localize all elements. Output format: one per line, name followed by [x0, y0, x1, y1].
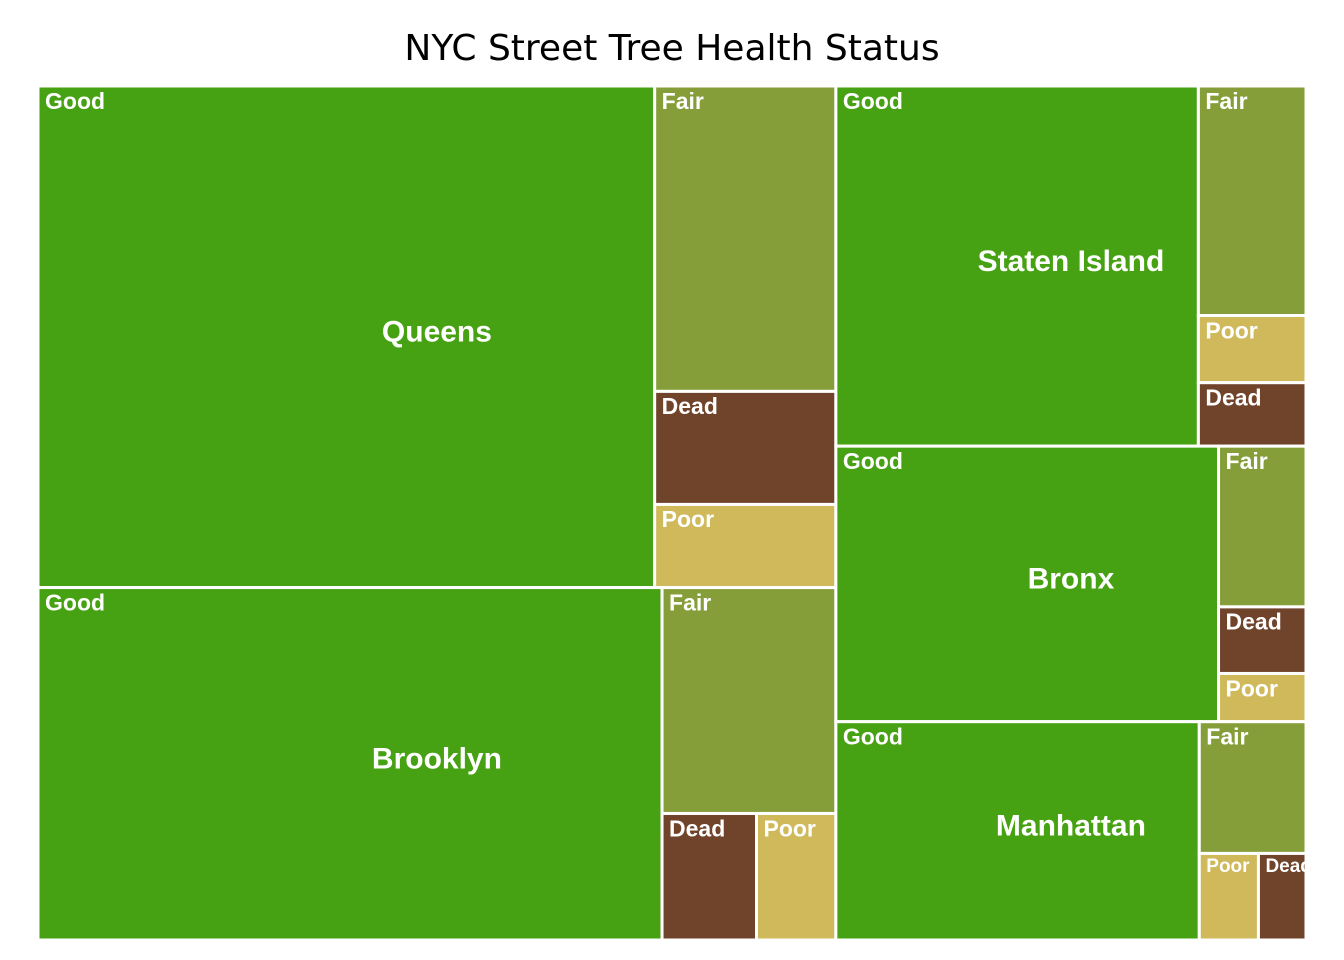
bronx-fair-tile — [1217, 444, 1308, 609]
brooklyn-poor-label: Poor — [763, 815, 815, 841]
manhattan-borough-label: Manhattan — [996, 810, 1146, 843]
queens-fair-label: Fair — [662, 88, 704, 114]
manhattan-fair-tile — [1197, 720, 1308, 855]
manhattan-fair-label: Fair — [1206, 723, 1248, 749]
bronx-fair-label: Fair — [1226, 448, 1268, 474]
bronx-good-tile — [834, 444, 1221, 724]
bronx-poor-label: Poor — [1226, 675, 1278, 701]
queens-dead-tile — [653, 389, 838, 506]
manhattan-poor-label: Poor — [1206, 856, 1250, 877]
brooklyn-fair-label: Fair — [669, 589, 711, 615]
staten-island-fair-label: Fair — [1205, 88, 1247, 114]
staten-island-borough-label: Staten Island — [978, 245, 1165, 278]
brooklyn-good-label: Good — [45, 589, 105, 615]
manhattan-good-tile — [834, 720, 1201, 942]
bronx-dead-label: Dead — [1226, 609, 1282, 635]
bronx-dead-tile — [1217, 605, 1308, 675]
manhattan-good-label: Good — [843, 723, 903, 749]
queens-poor-tile — [653, 502, 838, 590]
staten-island-dead-tile — [1196, 381, 1308, 448]
queens-poor-label: Poor — [662, 506, 714, 532]
manhattan-poor-tile — [1197, 851, 1260, 942]
queens-dead-label: Dead — [662, 393, 718, 419]
staten-island-dead-label: Dead — [1205, 384, 1261, 410]
brooklyn-dead-tile — [660, 811, 758, 942]
manhattan-dead-tile — [1256, 851, 1308, 942]
staten-island-poor-label: Poor — [1205, 317, 1257, 343]
queens-good-tile — [36, 84, 657, 590]
bronx-borough-label: Bronx — [1028, 563, 1115, 596]
brooklyn-borough-label: Brooklyn — [372, 743, 502, 776]
bronx-good-label: Good — [843, 448, 903, 474]
staten-island-good-label: Good — [843, 88, 903, 114]
staten-island-fair-tile — [1196, 84, 1308, 318]
manhattan-dead-label: Dead — [1265, 856, 1311, 877]
brooklyn-dead-label: Dead — [669, 815, 725, 841]
queens-borough-label: Queens — [382, 316, 492, 349]
brooklyn-poor-tile — [754, 811, 838, 942]
chart-title: NYC Street Tree Health Status — [404, 28, 940, 69]
brooklyn-good-tile — [36, 586, 664, 942]
queens-fair-tile — [653, 84, 838, 393]
queens-good-label: Good — [45, 88, 105, 114]
brooklyn-fair-tile — [660, 586, 838, 815]
